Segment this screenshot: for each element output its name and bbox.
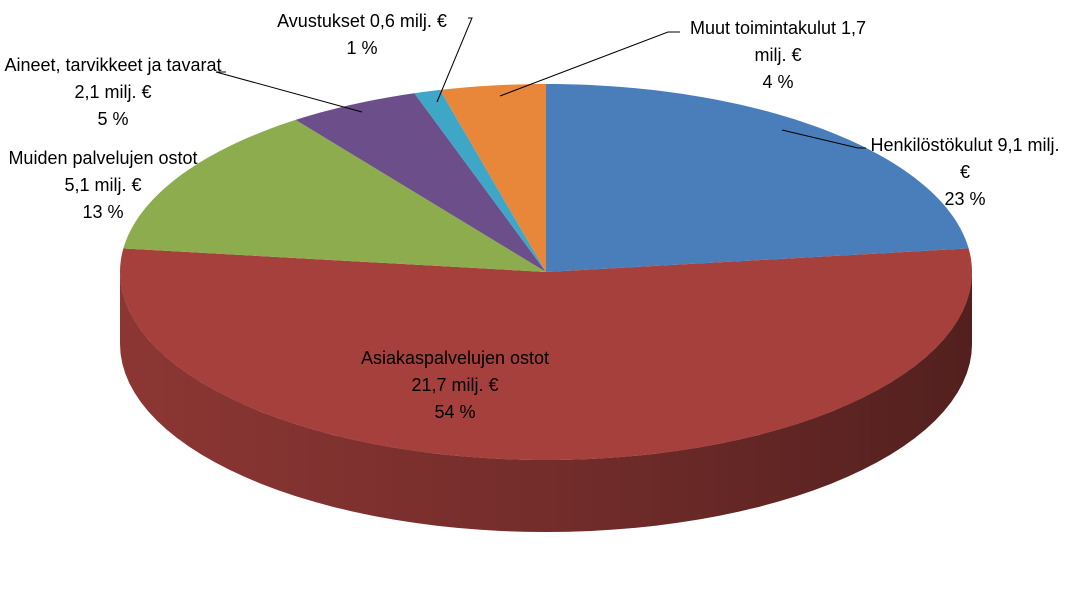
data-label: Aineet, tarvikkeet ja tavarat 2,1 milj. … (0, 52, 228, 133)
category-label: Asiakaspalvelujen ostot 21,7 milj. € (360, 348, 550, 395)
slice (546, 84, 969, 272)
value-label: 1 % (346, 38, 378, 58)
value-label: 54 % (434, 402, 476, 422)
slice (440, 84, 546, 272)
category-label: Muiden palvelujen ostot 5,1 milj. € (8, 148, 198, 195)
leader-line (215, 71, 363, 113)
leader-lines (215, 17, 866, 149)
leader-line (499, 31, 680, 97)
category-label: Avustukset 0,6 milj. € (277, 11, 447, 31)
value-label: 4 % (762, 72, 794, 92)
data-label: Avustukset 0,6 milj. € 1 % (232, 8, 492, 62)
leader-line (436, 17, 473, 103)
data-label: Muut toimintakulut 1,7 milj. € 4 % (673, 15, 883, 96)
pie-tops (120, 84, 972, 460)
pie-sides (120, 272, 972, 532)
leader-line (781, 129, 866, 149)
data-label: Muiden palvelujen ostot 5,1 milj. € 13 % (0, 145, 208, 226)
value-label: 13 % (82, 202, 124, 222)
category-label: Henkilöstökulut 9,1 milj. € (870, 135, 1060, 182)
value-label: 23 % (944, 189, 986, 209)
slice (414, 89, 546, 272)
category-label: Muut toimintakulut 1,7 milj. € (689, 18, 867, 65)
slice-side-shade (120, 272, 972, 532)
slice (123, 119, 547, 272)
value-label: 5 % (97, 109, 129, 129)
slice (295, 93, 546, 272)
category-label: Aineet, tarvikkeet ja tavarat 2,1 milj. … (4, 55, 222, 102)
data-label: Henkilöstökulut 9,1 milj. € 23 % (865, 132, 1065, 213)
data-label: Asiakaspalvelujen ostot 21,7 milj. € 54 % (345, 345, 565, 426)
slice (120, 248, 972, 460)
